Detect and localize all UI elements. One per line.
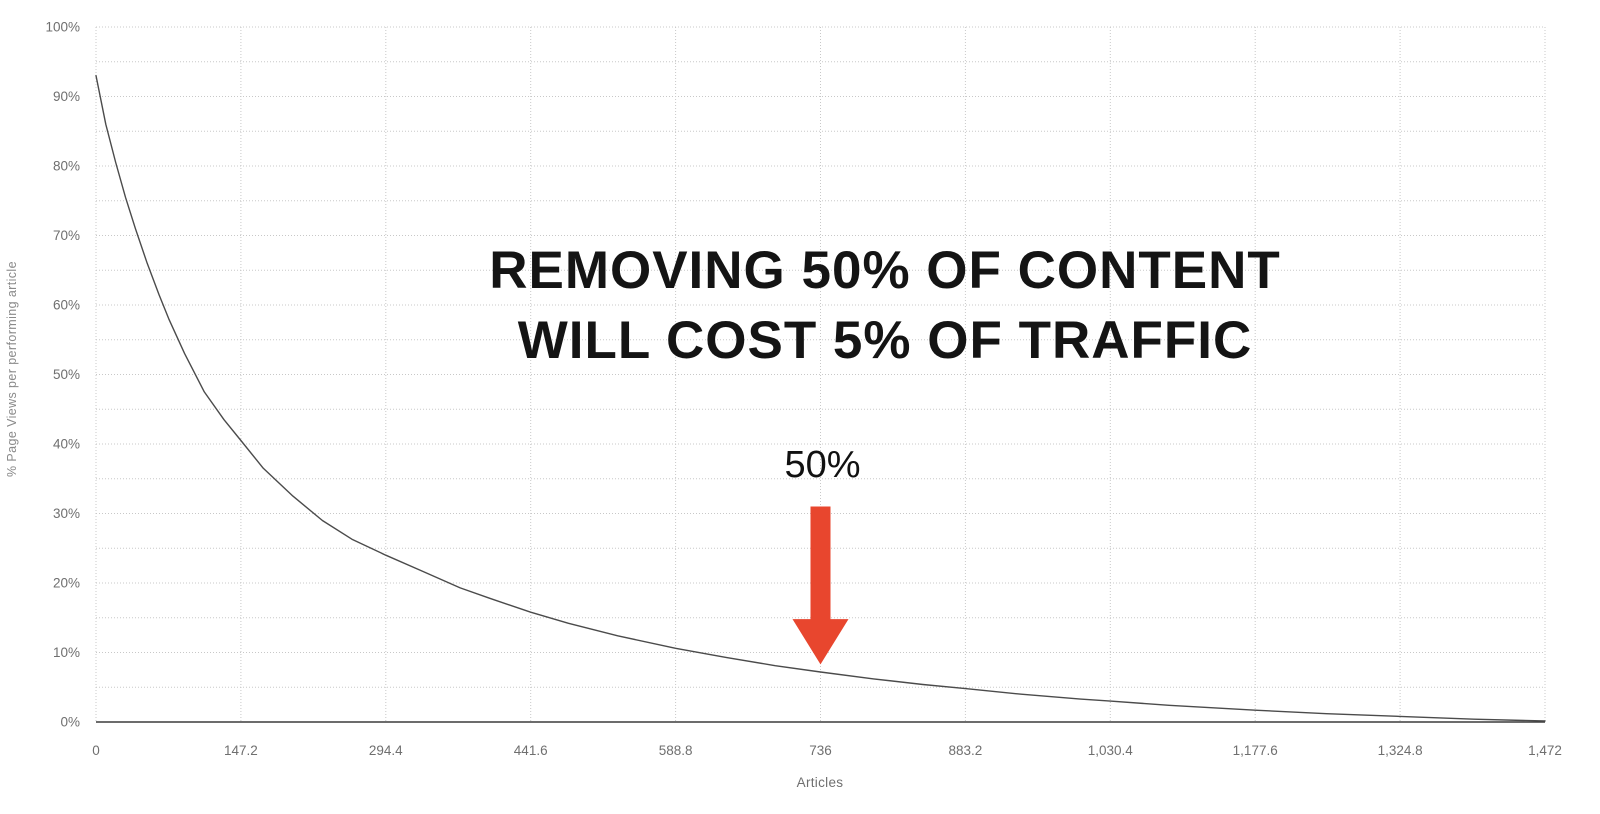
callout-label: 50% [784,444,861,486]
x-tick-label: 0 [92,743,100,758]
x-axis-title: Articles [796,775,844,790]
y-tick-label: 100% [45,20,80,35]
y-tick-label: 90% [53,89,80,104]
annotation-line-1: REMOVING 50% OF CONTENT [489,241,1281,300]
x-tick-label: 1,177.6 [1233,743,1278,758]
x-tick-label: 1,472 [1528,743,1562,758]
y-tick-label: 0% [60,715,80,730]
y-tick-label: 10% [53,645,80,660]
annotation-line-2: WILL COST 5% OF TRAFFIC [517,311,1253,370]
x-tick-label: 1,030.4 [1088,743,1134,758]
y-tick-label: 40% [53,437,80,452]
y-tick-label: 70% [53,228,80,243]
x-tick-label: 588.8 [659,743,693,758]
x-tick-label: 147.2 [224,743,258,758]
callout-arrow-icon [792,506,849,665]
annotation-title: REMOVING 50% OF CONTENT WILL COST 5% OF … [390,236,1380,376]
x-tick-label: 1,324.8 [1378,743,1423,758]
x-tick-label: 736 [809,743,832,758]
y-tick-label: 50% [53,367,80,382]
x-tick-label: 294.4 [369,743,403,758]
y-tick-label: 20% [53,576,80,591]
x-tick-label: 883.2 [949,743,983,758]
y-tick-label: 80% [53,159,80,174]
y-tick-label: 60% [53,298,80,313]
y-axis-title: % Page Views per performing article [5,261,19,477]
x-tick-label: 441.6 [514,743,548,758]
y-tick-label: 30% [53,506,80,521]
series-line [95,74,1546,722]
